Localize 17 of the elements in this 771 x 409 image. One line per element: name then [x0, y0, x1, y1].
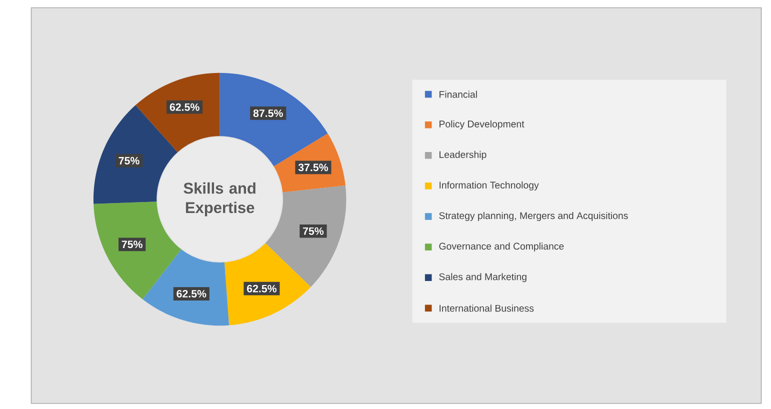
data-label: 62.5%	[176, 290, 206, 298]
legend-label: Sales and Marketing	[439, 272, 526, 282]
legend-label: Financial	[440, 90, 477, 98]
text: Skills and Expertise	[184, 182, 256, 216]
data-label: 87.5%	[253, 109, 283, 117]
data-label: 62.5%	[170, 103, 200, 111]
legend-label: Leadership	[440, 150, 486, 160]
data-label: 37.5%	[298, 164, 328, 172]
legend-label: International Business	[440, 304, 534, 312]
legend-label: Information Technology	[440, 181, 539, 190]
legend-label: Governance and Compliance	[439, 242, 564, 252]
legend-label: Policy Development	[440, 120, 524, 130]
legend-label: Strategy planning, Mergers and Acquisitions	[439, 212, 628, 221]
data-label: 75%	[303, 227, 324, 235]
data-label: 62.5%	[247, 284, 277, 292]
data-label: 75%	[122, 240, 142, 248]
data-label: 75%	[118, 156, 140, 164]
